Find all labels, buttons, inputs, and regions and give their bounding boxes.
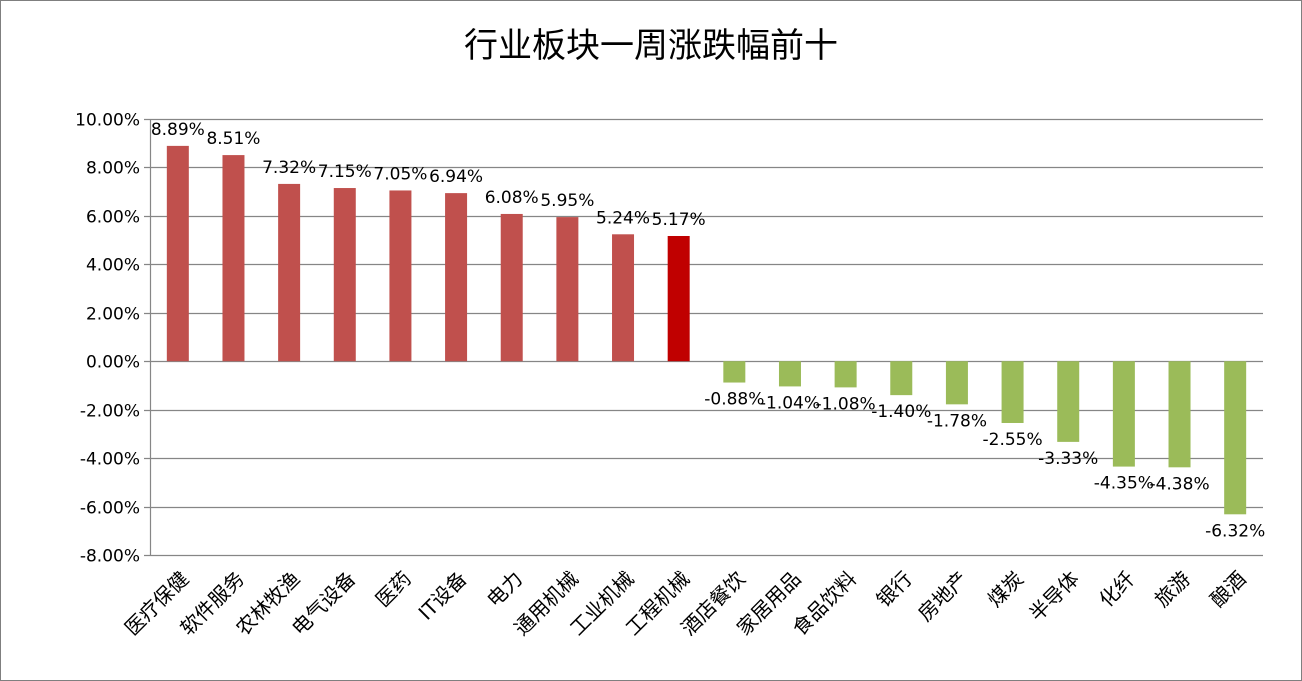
- x-tick-label: 银行: [872, 567, 917, 612]
- bar: [945, 361, 968, 405]
- y-tick-label: -2.00%: [80, 402, 140, 422]
- bar: [890, 361, 913, 396]
- x-tick-label: IT设备: [414, 567, 472, 625]
- bar: [556, 217, 579, 362]
- x-tick-label: 房地产: [913, 567, 972, 626]
- y-tick-label: 4.00%: [86, 256, 140, 276]
- bars: [166, 145, 1247, 515]
- data-label: -0.88%: [704, 390, 764, 410]
- y-tick-label: -6.00%: [80, 499, 140, 519]
- data-label: 8.89%: [151, 120, 205, 140]
- y-axis-ticks: 10.00% 8.00% 6.00% 4.00% 2.00% 0.00% -2.00% -4.…: [75, 111, 140, 567]
- bar: [667, 235, 690, 362]
- data-label: 8.51%: [206, 129, 260, 149]
- bar: [389, 190, 412, 362]
- data-label: -1.08%: [816, 394, 876, 414]
- x-tick-label: 半导体: [1024, 567, 1083, 626]
- bar: [1224, 361, 1247, 515]
- bar: [834, 361, 857, 388]
- data-label: -1.04%: [760, 393, 820, 413]
- bar: [445, 193, 468, 362]
- data-label: 7.32%: [262, 158, 316, 178]
- y-tick-label: 8.00%: [86, 159, 140, 179]
- bar: [500, 213, 523, 362]
- x-tick-label: 酿酒: [1205, 567, 1250, 612]
- x-tick-label: 电力: [482, 567, 527, 612]
- bar: [166, 145, 189, 362]
- data-label: -4.38%: [1149, 474, 1209, 494]
- y-tick-label: 0.00%: [86, 353, 140, 373]
- data-label: 5.95%: [540, 191, 594, 211]
- y-tick-label: 10.00%: [75, 111, 140, 131]
- x-tick-label: 煤炭: [983, 567, 1028, 612]
- data-label: -1.78%: [927, 411, 987, 431]
- data-label: 5.24%: [596, 208, 650, 228]
- bar: [278, 183, 301, 362]
- y-tick-label: -4.00%: [80, 450, 140, 470]
- y-tick-label: -8.00%: [80, 547, 140, 567]
- data-label: -2.55%: [983, 430, 1043, 450]
- data-label: 6.08%: [485, 188, 539, 208]
- y-tick-label: 2.00%: [86, 305, 140, 325]
- bar: [723, 361, 746, 383]
- bar: [1057, 361, 1080, 442]
- bar: [1112, 361, 1135, 467]
- data-label: 7.15%: [318, 162, 372, 182]
- data-labels: 8.89% 8.51%7.32% 7.15% 7.05% 6.94%6.08% 5.95%…: [151, 120, 1265, 541]
- bar: [612, 234, 635, 362]
- bar: [333, 188, 356, 362]
- x-tick-label: 化纤: [1094, 567, 1139, 612]
- x-tick-label: 医药: [371, 567, 416, 612]
- bar: [1168, 361, 1191, 468]
- data-label: 6.94%: [429, 167, 483, 187]
- data-label: -1.40%: [871, 402, 931, 422]
- data-label: -4.35%: [1094, 474, 1154, 494]
- bar: [1001, 361, 1024, 423]
- data-label: -6.32%: [1205, 521, 1265, 541]
- bar: [222, 155, 245, 362]
- chart-title: 行业板块一周涨跌幅前十: [464, 26, 838, 66]
- y-tick-label: 6.00%: [86, 208, 140, 228]
- data-label: -3.33%: [1038, 449, 1098, 469]
- bar: [778, 361, 801, 387]
- x-tick-label: 旅游: [1150, 567, 1195, 612]
- data-label: 5.17%: [652, 210, 706, 230]
- data-label: 7.05%: [373, 164, 427, 184]
- gridlines: [144, 118, 1263, 557]
